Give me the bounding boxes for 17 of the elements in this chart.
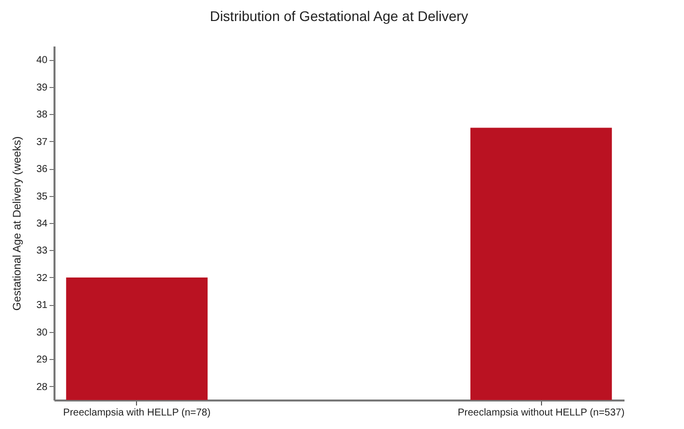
x-tick-label: Preeclampsia with HELLP (n=78) (63, 408, 211, 418)
y-tick-label: 32 (36, 272, 48, 284)
x-tick-label: Preeclampsia without HELLP (n=537) (458, 408, 625, 418)
chart-title: Distribution of Gestational Age at Delivery (210, 8, 468, 24)
y-tick-label: 35 (36, 191, 48, 202)
y-tick-label: 36 (36, 164, 48, 176)
y-tick-label: 37 (36, 136, 48, 148)
y-tick-label: 40 (36, 55, 48, 66)
y-tick-label: 38 (36, 110, 48, 121)
y-tick-label: 30 (36, 327, 48, 338)
y-tick-label: 33 (36, 246, 48, 257)
y-tick-label: 29 (36, 354, 48, 366)
y-axis-title: Gestational Age at Delivery (weeks) (11, 136, 24, 311)
y-tick-label: 39 (36, 82, 48, 94)
y-tick-label: 28 (36, 382, 48, 393)
y-tick-label: 31 (36, 300, 48, 312)
y-tick-label: 34 (36, 218, 48, 230)
